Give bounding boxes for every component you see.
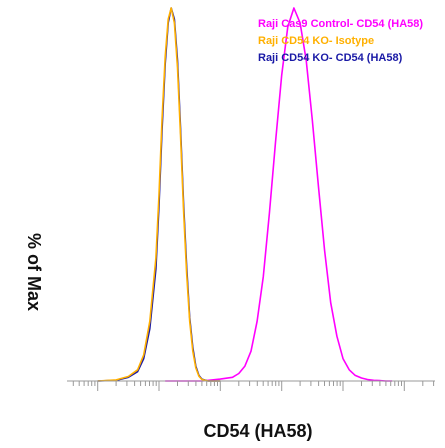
legend-entry-ko-isotype: Raji CD54 KO- Isotype: [258, 35, 374, 47]
plot-area: [97, 7, 393, 382]
x-axis-ticks: [72, 381, 435, 391]
y-axis-label: % of Max: [24, 233, 44, 311]
series-line-0: [165, 7, 393, 382]
legend-entry-cas9-control: Raji Cas9 Control- CD54 (HA58): [258, 18, 423, 30]
series-line-1: [97, 7, 221, 382]
legend: Raji Cas9 Control- CD54 (HA58) Raji CD54…: [258, 18, 423, 64]
x-axis-label: CD54 (HA58): [203, 421, 312, 441]
legend-entry-ko-cd54: Raji CD54 KO- CD54 (HA58): [258, 52, 403, 64]
